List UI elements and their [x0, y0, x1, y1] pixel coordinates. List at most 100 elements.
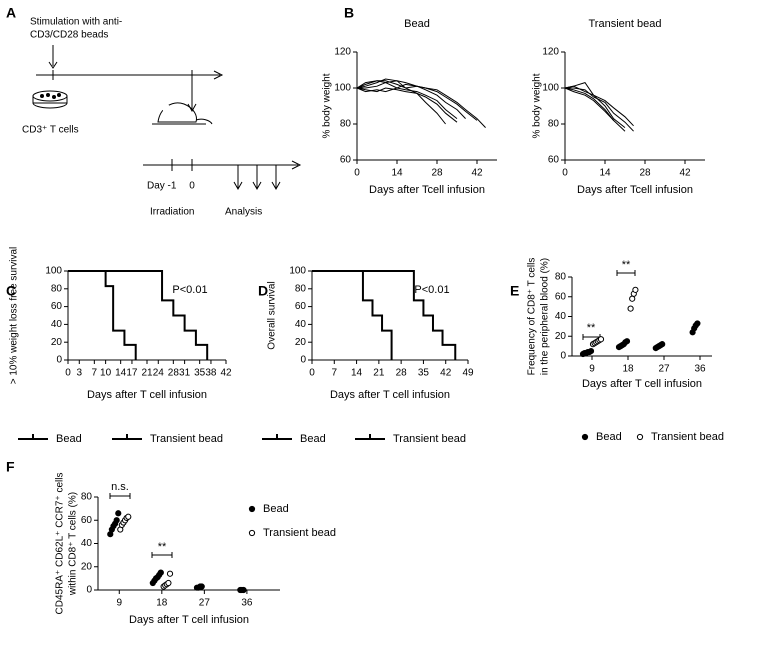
x-tick-label: 9	[116, 598, 122, 609]
arrow-head	[233, 181, 243, 191]
data-point	[166, 570, 174, 577]
chart-title: Transient bead	[589, 18, 662, 30]
legend-label: Bead	[300, 433, 326, 445]
legend-label: Bead	[596, 431, 622, 443]
y-tick-label: 40	[295, 319, 307, 330]
x-tick-label: 10	[100, 368, 112, 379]
line-series	[564, 82, 626, 128]
x-tick-label: 17	[126, 368, 138, 379]
x-tick-label: 27	[658, 364, 670, 375]
panel-letter: F	[6, 459, 15, 475]
x-tick-label: 14	[351, 368, 363, 379]
panel-a-diagram: Stimulation with anti- CD3/CD28 beads CD…	[22, 17, 302, 218]
x-axis-label: Days after T cell infusion	[129, 614, 249, 626]
y-tick-label: 20	[295, 337, 307, 348]
data-point	[627, 305, 634, 312]
y-tick-label: 60	[548, 155, 560, 166]
survival-curve	[312, 270, 393, 360]
x-tick-label: 42	[440, 368, 452, 379]
panel-letter: C	[6, 283, 16, 299]
x-tick-label: 14	[391, 168, 403, 179]
data-point	[157, 569, 164, 576]
x-tick-label: 28	[431, 168, 443, 179]
x-axis-label: Days after Tcell infusion	[577, 184, 693, 196]
x-tick-label: 18	[156, 598, 168, 609]
arrow-head	[48, 61, 58, 69]
x-tick-label: 31	[179, 368, 191, 379]
arrow-head	[291, 160, 302, 170]
y-tick-label: 80	[51, 283, 63, 294]
dish-icon	[32, 90, 68, 109]
survival-curve	[68, 270, 137, 360]
legend-symbol	[248, 529, 256, 537]
y-tick-label: 60	[51, 301, 63, 312]
arrow-head	[271, 181, 281, 191]
x-tick-label: 36	[694, 364, 706, 375]
y-tick-label: 120	[334, 47, 351, 58]
data-point	[240, 586, 247, 594]
x-tick-label: 21	[141, 368, 153, 379]
diagram-text: CD3/CD28 beads	[30, 30, 108, 41]
data-point	[198, 583, 205, 590]
line-series	[564, 85, 634, 127]
arrow-head	[252, 181, 262, 191]
annotation: P<0.01	[172, 284, 207, 296]
data-point	[587, 347, 595, 355]
diagram-text: CD3⁺ T cells	[22, 125, 79, 136]
survival-curve	[312, 270, 457, 360]
x-tick-label: 28	[168, 368, 180, 379]
x-tick-label: 21	[373, 368, 385, 379]
y-tick-label: 20	[51, 337, 63, 348]
data-point	[113, 517, 120, 524]
line-series	[564, 87, 614, 121]
y-tick-label: 60	[295, 301, 307, 312]
annotation: **	[587, 322, 596, 334]
line-series	[356, 87, 458, 123]
diagram-text: Stimulation with anti-	[30, 17, 122, 28]
data-point	[115, 510, 122, 517]
data-point	[629, 295, 636, 302]
x-tick-label: 42	[220, 368, 232, 379]
line-series	[356, 83, 466, 119]
y-tick-label: 80	[548, 119, 560, 130]
x-tick-label: 42	[679, 168, 691, 179]
legend-label: Transient bead	[393, 433, 466, 445]
x-tick-label: 0	[309, 368, 315, 379]
y-tick-label: 100	[334, 83, 351, 94]
y-tick-label: 40	[51, 319, 63, 330]
x-tick-label: 0	[354, 168, 360, 179]
panel-letter: A	[6, 5, 16, 21]
y-tick-label: 0	[560, 351, 566, 362]
x-tick-label: 49	[462, 368, 474, 379]
annotation: n.s.	[111, 481, 129, 493]
y-tick-label: 60	[340, 155, 352, 166]
legend-symbol	[248, 505, 256, 513]
x-tick-label: 35	[418, 368, 430, 379]
y-tick-label: 80	[555, 272, 567, 283]
y-tick-label: 40	[81, 538, 93, 549]
legend-label: Bead	[263, 503, 289, 515]
y-tick-label: 80	[295, 283, 307, 294]
chart-title: Bead	[404, 18, 430, 30]
diagram-text: 0	[189, 181, 195, 192]
x-tick-label: 18	[622, 364, 634, 375]
y-axis-label: % body weight	[532, 73, 543, 138]
y-tick-label: 20	[555, 331, 567, 342]
x-axis-label: Days after T cell infusion	[330, 389, 450, 401]
legend-label: Transient bead	[651, 431, 724, 443]
data-point	[632, 286, 639, 293]
panel-letter: B	[344, 5, 354, 21]
line-series	[357, 80, 486, 128]
legend-symbol	[636, 433, 644, 441]
y-tick-label: 100	[45, 266, 62, 277]
y-tick-label: 80	[340, 119, 352, 130]
annotation: **	[158, 541, 167, 553]
y-axis-label: CD45RA⁺ CD62L⁺ CCR7⁺ cells	[55, 473, 66, 615]
y-axis-label: Frequency of CD8⁺ T cells	[527, 258, 538, 376]
data-point	[125, 513, 132, 520]
y-axis-label: in the peripheral blood (%)	[540, 258, 551, 375]
y-tick-label: 60	[555, 291, 567, 302]
y-tick-label: 60	[81, 515, 93, 526]
data-point	[597, 336, 605, 343]
